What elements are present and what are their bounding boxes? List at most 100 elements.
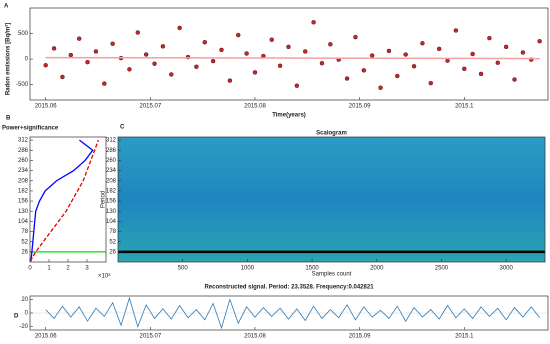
plot-frame [117,136,546,263]
data-point [169,72,174,77]
y-tick-label: 26 [109,249,116,255]
y-tick-label: 260 [106,158,117,164]
y-tick-label: 500 [18,31,29,37]
y-tick-label: 208 [106,178,117,184]
data-point [110,41,115,46]
x-tick-label: 1 [47,266,51,272]
data-point [43,63,48,68]
x-tick-label: 2015.08 [244,104,266,110]
signal-line [45,296,540,330]
data-point [395,73,400,79]
x-tick-label: 2015.09 [349,104,371,110]
power-line [29,139,100,262]
y-tick-label: 286 [18,148,29,154]
data-point [177,25,182,31]
x-tick-label: 2015.09 [349,334,371,340]
y-tick-label: 0 [25,57,29,63]
y-tick-label: 234 [106,168,117,174]
data-point [462,66,467,72]
data-point [236,32,241,38]
data-point [378,85,383,90]
data-point [286,44,291,50]
data-point [194,64,199,69]
data-point [143,52,149,57]
plot-frame [29,7,549,101]
data-point [487,35,492,41]
x-tick-label: 0 [28,266,32,272]
y-tick-label: 156 [106,199,117,205]
x-axis-label: Samples count [312,272,352,278]
data-point [303,49,308,54]
y-tick-label: 26 [21,249,28,255]
data-point [51,46,57,51]
data-point [244,51,249,56]
x-tick-label: 2015.1 [455,334,474,340]
panel-label: B [6,116,11,122]
data-point [311,20,316,25]
data-point [495,60,500,65]
x-tick-label: 1500 [305,266,319,272]
data-point [60,74,65,80]
data-point [160,44,166,49]
y-tick-label: -500 [16,82,29,88]
y-axis-label: Period [101,191,107,208]
y-tick-label: 78 [109,229,116,235]
data-point [76,36,82,41]
x-tick-label: 2000 [370,266,384,272]
data-point [93,49,99,54]
x-tick-label: 500 [178,266,189,272]
data-point [344,76,350,81]
power-line [30,139,94,262]
y-axis-label: Radon emissions [Bq/m³] [5,23,12,95]
panel-label: A [4,4,9,10]
data-point [470,51,475,57]
data-point [520,50,526,55]
y-tick-label: 104 [18,219,29,225]
x-tick-label: 2015.1 [455,104,474,110]
data-point [269,37,274,42]
data-point [361,68,367,73]
data-point [386,48,392,54]
trend-line [45,56,540,60]
x-tick-label: 2015.07 [139,104,161,110]
data-point [135,30,140,35]
data-point [227,78,233,83]
y-tick-label: 52 [109,239,116,245]
data-point [328,42,333,47]
chart-title: Scalogram [316,131,347,137]
data-point [503,44,509,50]
chart-title: Power+significance [2,126,59,132]
y-tick-label: 78 [21,229,28,235]
data-point [85,59,90,65]
data-point [411,64,417,69]
y-tick-label: 260 [18,158,29,164]
x-tick-label: 2 [66,266,70,272]
data-point [369,53,375,58]
scalogram-image [118,137,545,262]
data-point [428,80,433,86]
y-tick-label: 130 [106,209,117,215]
y-tick-label: 52 [21,239,28,245]
x-tick-label: 3000 [500,266,514,272]
x-tick-label: 2015.08 [244,334,266,340]
data-point [202,40,207,45]
data-point [319,61,325,66]
data-point [403,52,408,57]
y-tick-label: 20 [21,297,28,303]
y-tick-label: 286 [106,148,117,154]
y-tick-label: 234 [18,168,29,174]
y-tick-label: 0 [25,311,29,317]
data-point [210,58,216,64]
data-point [294,83,300,88]
y-tick-label: 156 [18,199,29,205]
data-point [353,34,358,40]
data-point [252,70,258,75]
panel-label: C [120,125,125,131]
chart-title: Reconstructed signal. Period: 23.3528. F… [204,285,374,291]
y-tick-label: 104 [106,219,117,225]
data-point [127,67,132,72]
x-tick-label: 1000 [241,266,255,272]
data-point [219,47,224,53]
x-tick-label: 2015.06 [35,334,57,340]
